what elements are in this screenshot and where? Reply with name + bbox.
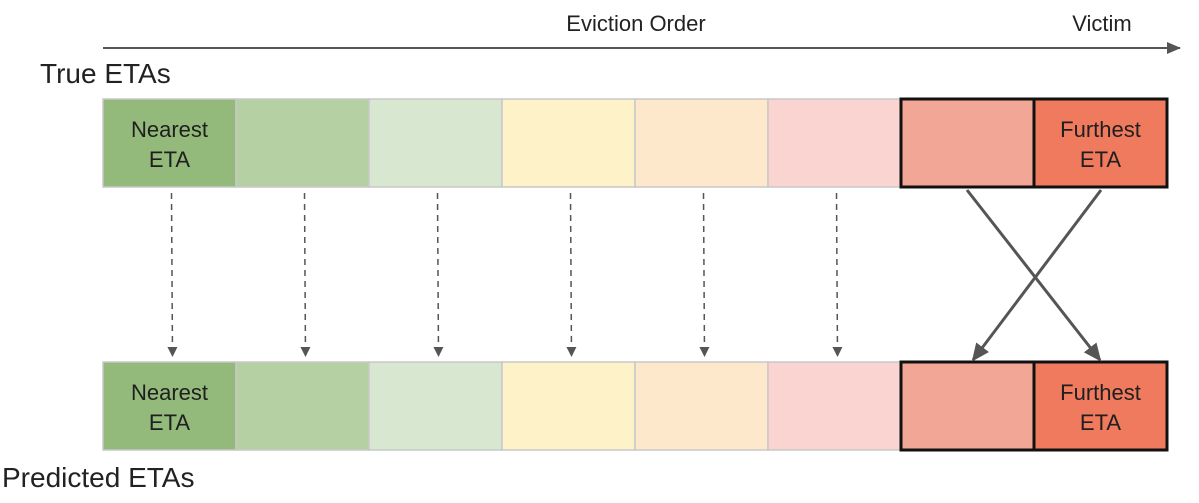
predicted-etas-row: Nearest ETA Furthest ETA — [102, 360, 1169, 452]
pred-furthest-eta-label: Furthest ETA — [1060, 380, 1141, 435]
pred-cell-7 — [900, 361, 1035, 451]
pred-cell-6 — [767, 361, 902, 451]
pred-cell-2 — [235, 361, 370, 451]
victim-label: Victim — [1072, 11, 1132, 36]
true-cell-5 — [634, 98, 769, 188]
pred-cell-4 — [501, 361, 636, 451]
true-cell-4 — [501, 98, 636, 188]
true-victim-border-8 — [1032, 97, 1169, 189]
true-etas-row: Nearest ETA Furthest ETA — [102, 97, 1169, 189]
dashed-arrow-2 — [300, 192, 311, 357]
true-cell-3 — [368, 98, 503, 188]
pred-nearest-eta-label: Nearest ETA — [131, 380, 208, 435]
true-cell-7 — [900, 98, 1035, 188]
pred-cell-8 — [1033, 361, 1168, 451]
predicted-etas-title: Predicted ETAs — [2, 462, 194, 493]
true-nearest-eta-label: Nearest ETA — [131, 117, 208, 172]
pred-victim-border-8 — [1032, 360, 1169, 452]
eviction-order-label: Eviction Order — [566, 11, 705, 36]
dashed-arrow-6 — [832, 192, 843, 357]
cross-arrow-to-second-furthest — [971, 189, 1103, 362]
pred-cell-5 — [634, 361, 769, 451]
true-cell-2 — [235, 98, 370, 188]
dashed-arrow-4 — [566, 192, 577, 357]
dashed-arrow-5 — [699, 192, 710, 357]
true-furthest-eta-label: Furthest ETA — [1060, 117, 1141, 172]
mapping-arrows — [167, 192, 843, 357]
true-cell-8 — [1033, 98, 1168, 188]
true-cell-6 — [767, 98, 902, 188]
pred-cell-3 — [368, 361, 503, 451]
dashed-arrow-3 — [433, 192, 444, 357]
cross-arrow-to-furthest — [965, 189, 1102, 362]
true-cell-1 — [102, 98, 237, 188]
dashed-arrow-1 — [167, 192, 178, 357]
pred-cell-1 — [102, 361, 237, 451]
true-etas-title: True ETAs — [40, 58, 171, 89]
